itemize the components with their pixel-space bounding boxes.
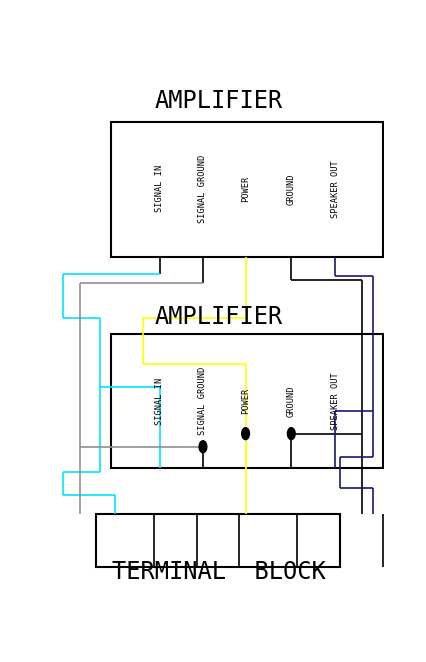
Text: AMPLIFIER: AMPLIFIER — [154, 305, 282, 328]
Text: GROUND: GROUND — [286, 385, 295, 417]
Text: POWER: POWER — [241, 388, 250, 414]
Text: SIGNAL GROUND: SIGNAL GROUND — [198, 155, 207, 223]
Bar — [111, 122, 382, 257]
Bar — [96, 514, 340, 567]
Circle shape — [241, 428, 249, 440]
Text: AMPLIFIER: AMPLIFIER — [154, 89, 282, 113]
Text: GROUND: GROUND — [286, 173, 295, 205]
Circle shape — [199, 441, 206, 453]
Text: SIGNAL IN: SIGNAL IN — [155, 165, 164, 213]
Text: SPEAKER OUT: SPEAKER OUT — [330, 160, 339, 218]
Bar — [111, 334, 382, 468]
Text: SIGNAL GROUND: SIGNAL GROUND — [198, 367, 207, 436]
Circle shape — [287, 428, 294, 440]
Text: SPEAKER OUT: SPEAKER OUT — [330, 373, 339, 430]
Text: SIGNAL IN: SIGNAL IN — [155, 378, 164, 425]
Text: TERMINAL  BLOCK: TERMINAL BLOCK — [111, 560, 325, 585]
Text: POWER: POWER — [241, 175, 250, 202]
